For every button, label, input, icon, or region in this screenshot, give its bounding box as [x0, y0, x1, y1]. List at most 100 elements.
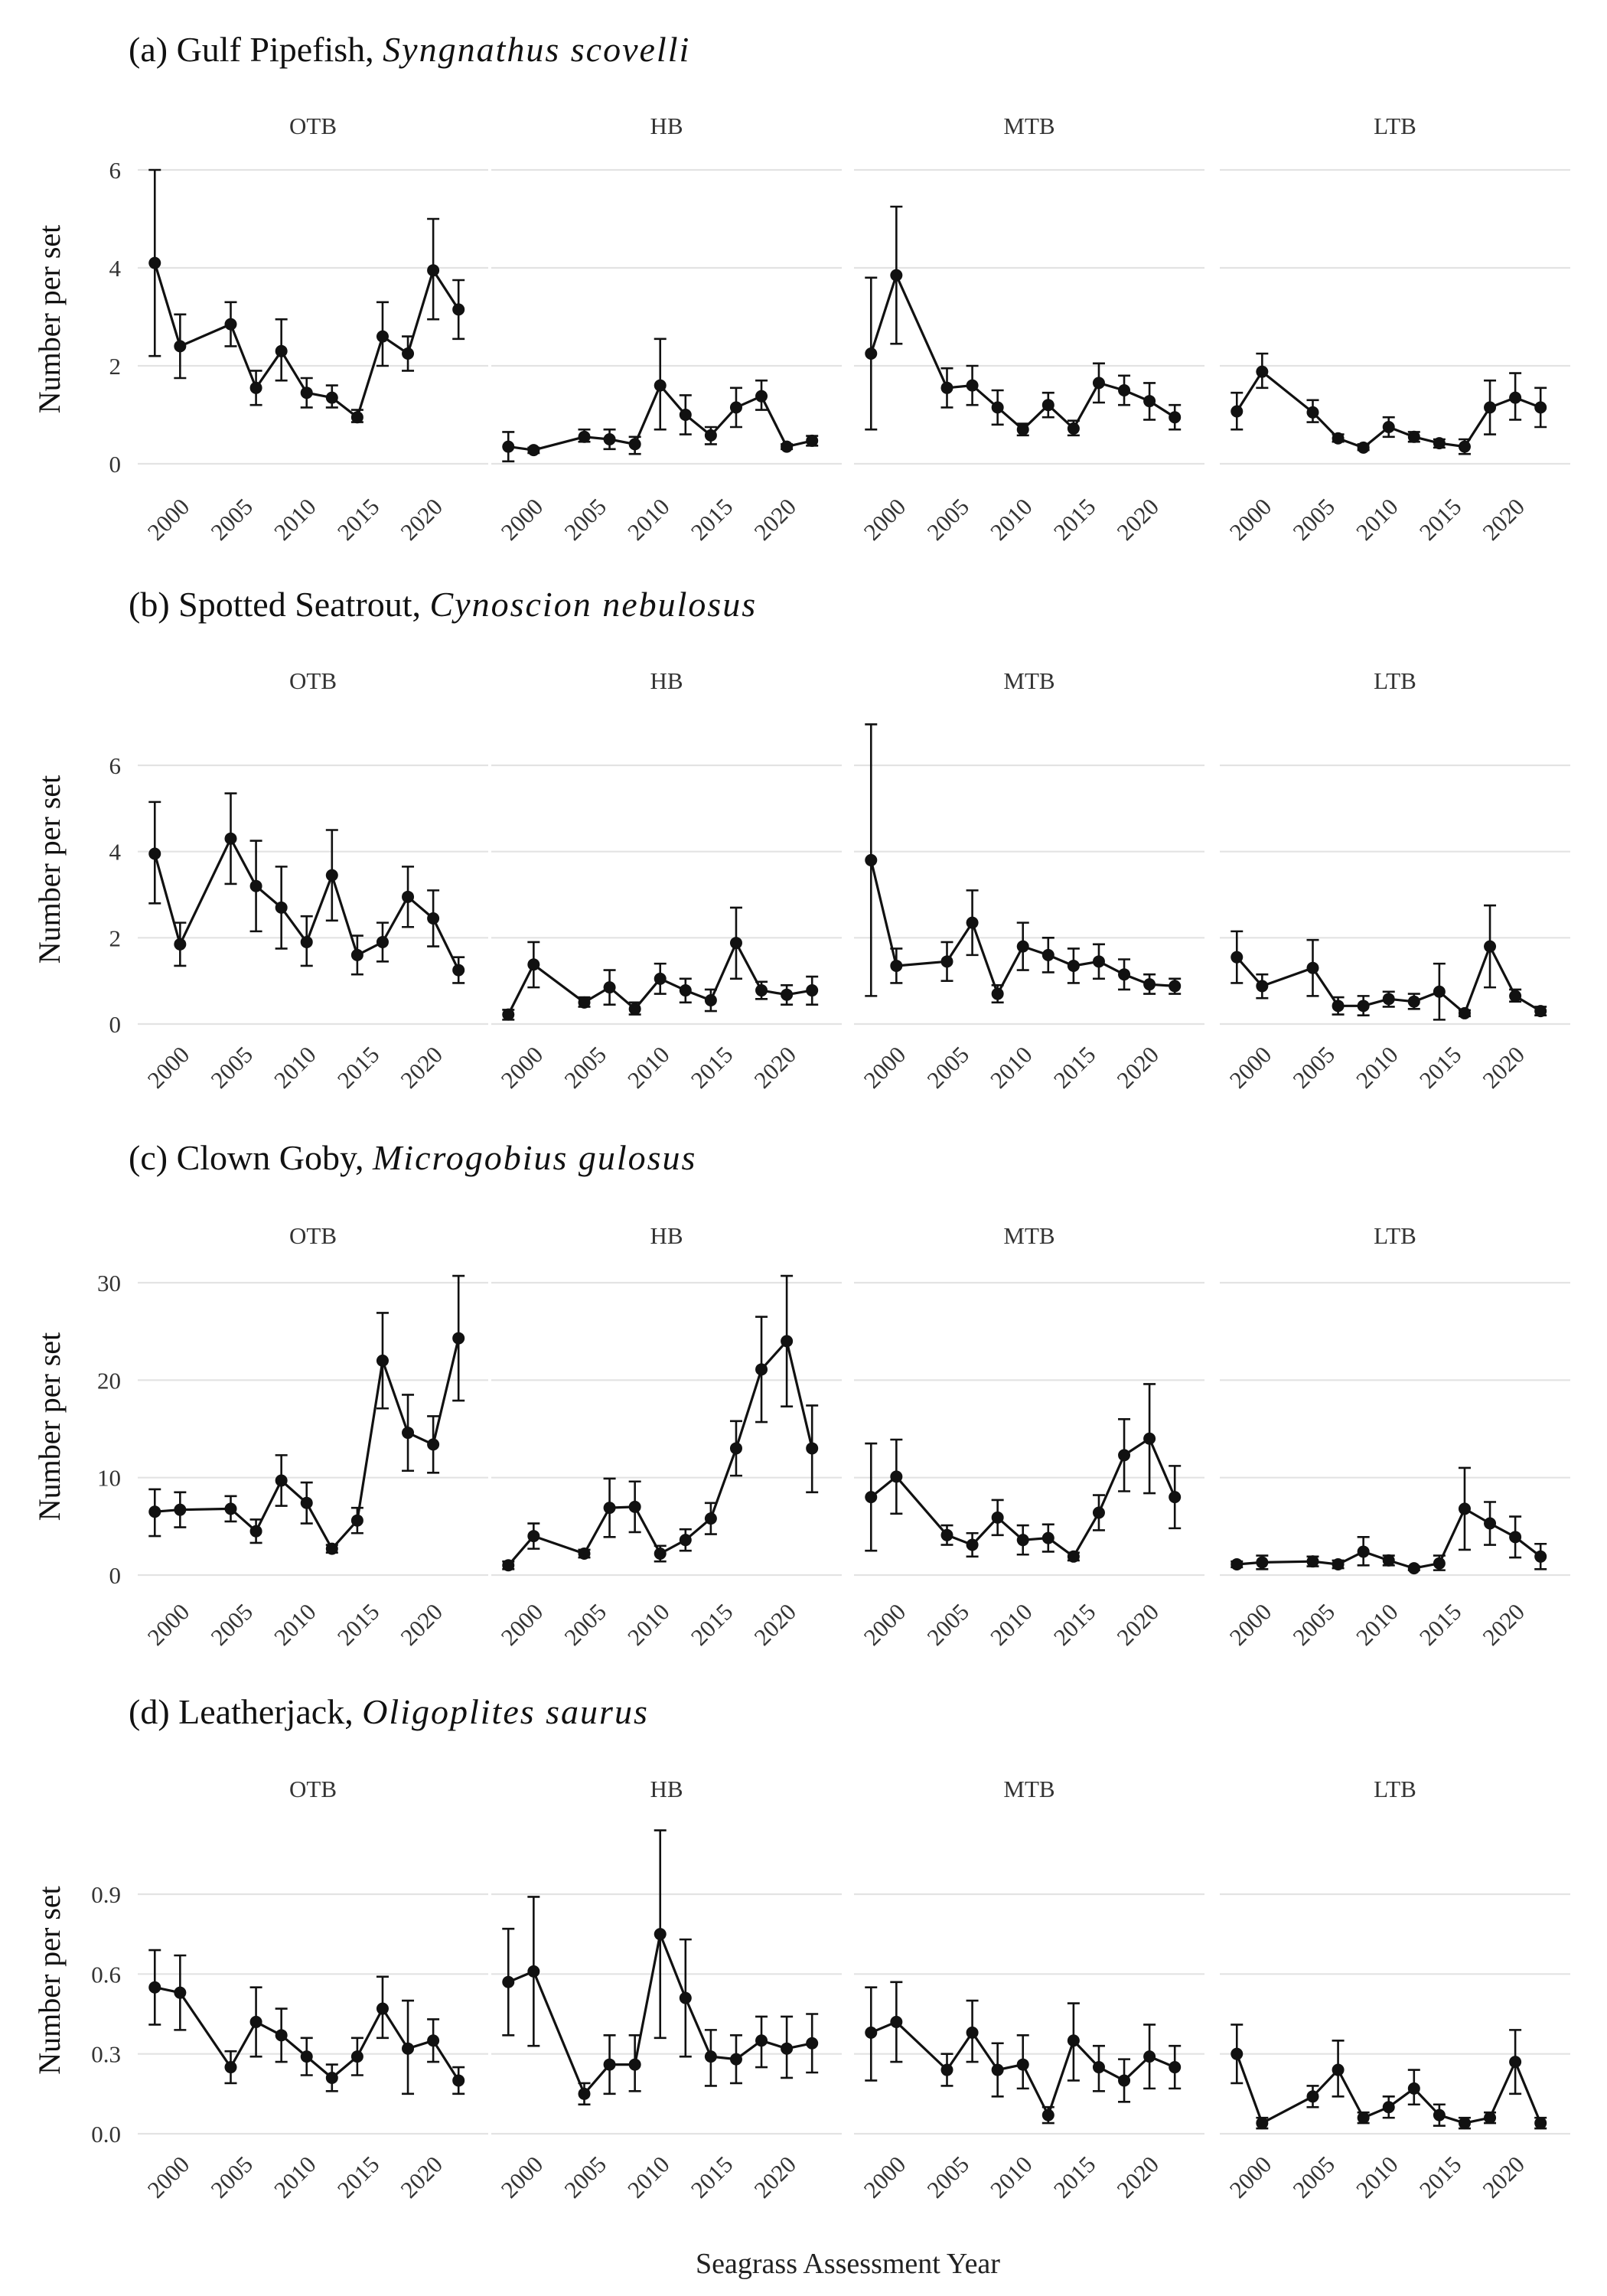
data-point: [224, 832, 237, 845]
data-point: [300, 1496, 313, 1509]
data-point: [1509, 1531, 1522, 1544]
data-point: [427, 264, 440, 277]
x-tick-label: 2020: [1111, 1598, 1164, 1651]
facet-label: LTB: [1374, 1776, 1416, 1802]
data-point: [1332, 1557, 1345, 1570]
data-point: [1118, 2074, 1131, 2087]
data-point: [1306, 961, 1319, 974]
data-point: [890, 1470, 903, 1483]
x-tick-label: 2010: [622, 493, 675, 546]
x-tick-label: 2000: [496, 1598, 549, 1651]
x-tick-label: 2000: [1224, 493, 1277, 546]
facet-label: LTB: [1374, 113, 1416, 139]
x-tick-label: 2005: [1287, 1598, 1340, 1651]
data-point: [376, 1354, 389, 1367]
x-tick-label: 2000: [142, 2151, 195, 2203]
x-tick-label: 2010: [1351, 493, 1403, 546]
data-point: [249, 1525, 262, 1538]
x-tick-label: 2015: [332, 2151, 385, 2203]
data-point: [502, 1975, 515, 1988]
data-point: [1509, 2056, 1522, 2069]
data-point: [275, 2029, 288, 2042]
data-point: [991, 2063, 1004, 2076]
data-point: [1256, 1556, 1269, 1569]
data-point: [578, 2087, 591, 2100]
data-point: [1256, 980, 1269, 993]
x-tick-label: 2005: [559, 2151, 611, 2203]
data-point: [148, 1505, 161, 1518]
data-point: [578, 1547, 591, 1560]
data-point: [427, 1438, 440, 1451]
data-point: [1092, 2061, 1105, 2074]
x-tick-label: 2000: [1224, 1598, 1277, 1651]
data-point: [1509, 391, 1522, 404]
x-tick-label: 2010: [622, 1041, 675, 1094]
data-point: [325, 869, 338, 882]
data-point: [940, 1528, 953, 1541]
x-tick-label: 2015: [686, 493, 738, 546]
x-tick-label: 2020: [1111, 2151, 1164, 2203]
data-point: [1169, 411, 1182, 424]
facet-label: OTB: [289, 667, 337, 694]
x-tick-label: 2005: [1287, 1041, 1340, 1094]
series-line: [1235, 2053, 1542, 2125]
data-point: [1407, 2082, 1420, 2095]
data-point: [249, 879, 262, 892]
common-name: Clown Goby,: [177, 1138, 373, 1177]
x-tick-label: 2000: [496, 2151, 549, 2203]
x-tick-label: 2020: [395, 2151, 448, 2203]
data-point: [1169, 2061, 1182, 2074]
x-tick-label: 2010: [269, 1041, 321, 1094]
facet-label: MTB: [1003, 667, 1054, 694]
data-point: [224, 2061, 237, 2074]
data-point: [452, 964, 465, 977]
data-point: [300, 935, 313, 948]
data-point: [781, 1335, 794, 1348]
data-point: [325, 391, 338, 404]
data-point: [1169, 980, 1182, 993]
data-point: [350, 948, 363, 961]
data-point: [1143, 978, 1156, 991]
x-axis-title: Seagrass Assessment Year: [696, 2248, 1000, 2280]
y-tick-label: 0.6: [91, 1961, 121, 1988]
data-point: [1041, 948, 1054, 961]
data-point: [781, 440, 794, 453]
data-point: [1509, 990, 1522, 1003]
data-point: [1407, 1562, 1420, 1575]
x-tick-label: 2005: [1287, 2151, 1340, 2203]
x-tick-label: 2005: [921, 493, 974, 546]
data-point: [1332, 2063, 1345, 2076]
x-tick-label: 2010: [622, 2151, 675, 2203]
data-point: [1433, 985, 1446, 998]
x-tick-label: 2010: [985, 2151, 1038, 2203]
data-point: [729, 401, 742, 414]
x-tick-label: 2015: [332, 1041, 385, 1094]
x-tick-label: 2010: [1351, 2151, 1403, 2203]
series-line: [508, 384, 813, 452]
y-tick-label: 0: [109, 451, 122, 478]
x-tick-label: 2005: [1287, 493, 1340, 546]
data-point: [1306, 1555, 1319, 1568]
facet-label: MTB: [1003, 113, 1054, 139]
data-point: [527, 1530, 540, 1543]
x-tick-label: 2020: [1477, 2151, 1530, 2203]
row-label: (c): [129, 1138, 177, 1177]
data-point: [628, 438, 641, 451]
x-tick-label: 2015: [1414, 1598, 1467, 1651]
x-tick-label: 2000: [142, 493, 195, 546]
data-point: [865, 853, 878, 866]
x-tick-label: 2005: [205, 1041, 258, 1094]
panel-row-title: (b) Spotted Seatrout, Cynoscion nebulosu…: [129, 585, 757, 624]
row-label: (a): [129, 30, 177, 69]
x-tick-label: 2005: [205, 2151, 258, 2203]
facet-label: OTB: [289, 113, 337, 139]
x-tick-label: 2020: [1111, 493, 1164, 546]
scientific-name: Microgobius gulosus: [372, 1138, 696, 1177]
y-tick-label: 0.0: [91, 2121, 121, 2148]
data-point: [654, 1547, 667, 1560]
data-point: [1484, 940, 1497, 953]
data-point: [1067, 2034, 1080, 2047]
data-point: [1458, 1502, 1471, 1515]
facet-label: HB: [650, 113, 683, 139]
